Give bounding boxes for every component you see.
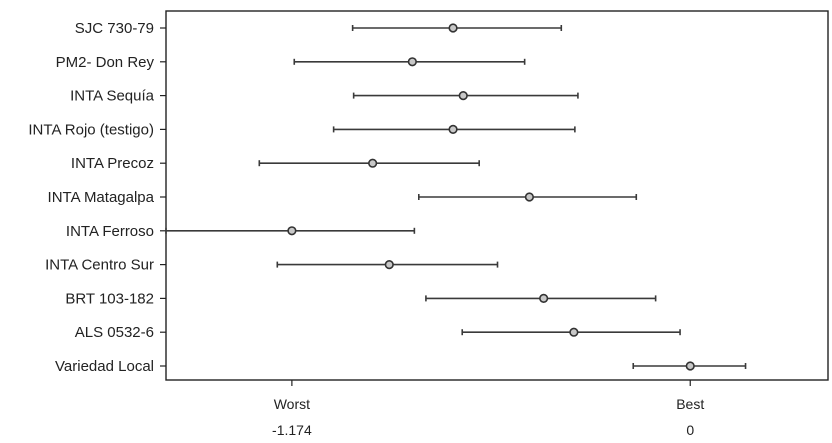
point-estimate xyxy=(539,293,549,304)
category-label: Variedad Local xyxy=(55,358,154,375)
category-label: BRT 103-182 xyxy=(65,290,154,307)
plot-frame xyxy=(165,10,829,381)
point-estimate xyxy=(569,327,579,337)
point-estimate xyxy=(458,90,468,101)
category-label: INTA Sequía xyxy=(70,88,155,105)
category-label: ALS 0532-6 xyxy=(75,324,154,341)
point-estimate xyxy=(407,57,417,67)
point-estimate xyxy=(685,361,695,371)
category-label: INTA Ferroso xyxy=(66,223,154,240)
category-label: INTA Centro Sur xyxy=(45,257,154,274)
point-estimate xyxy=(384,260,394,270)
category-label: INTA Precoz xyxy=(71,155,154,172)
category-label: SJC 730-79 xyxy=(75,20,154,37)
x-tick-label: Best xyxy=(676,396,704,412)
x-tick-value: 0 xyxy=(686,422,694,438)
point-estimate xyxy=(448,23,458,33)
plot-area: SJC 730-79 PM2- Don Rey INTA Sequía INTA Ro… xyxy=(28,10,829,438)
point-estimate xyxy=(524,192,535,202)
category-label: INTA Rojo (testigo) xyxy=(28,121,154,138)
category-label: PM2- Don Rey xyxy=(56,54,155,71)
point-estimate xyxy=(368,158,378,168)
x-tick-value: -1.174 xyxy=(272,422,312,438)
category-label: INTA Matagalpa xyxy=(48,189,155,206)
x-tick-label: Worst xyxy=(274,396,310,412)
point-estimate xyxy=(287,226,297,236)
point-estimate xyxy=(448,124,458,134)
